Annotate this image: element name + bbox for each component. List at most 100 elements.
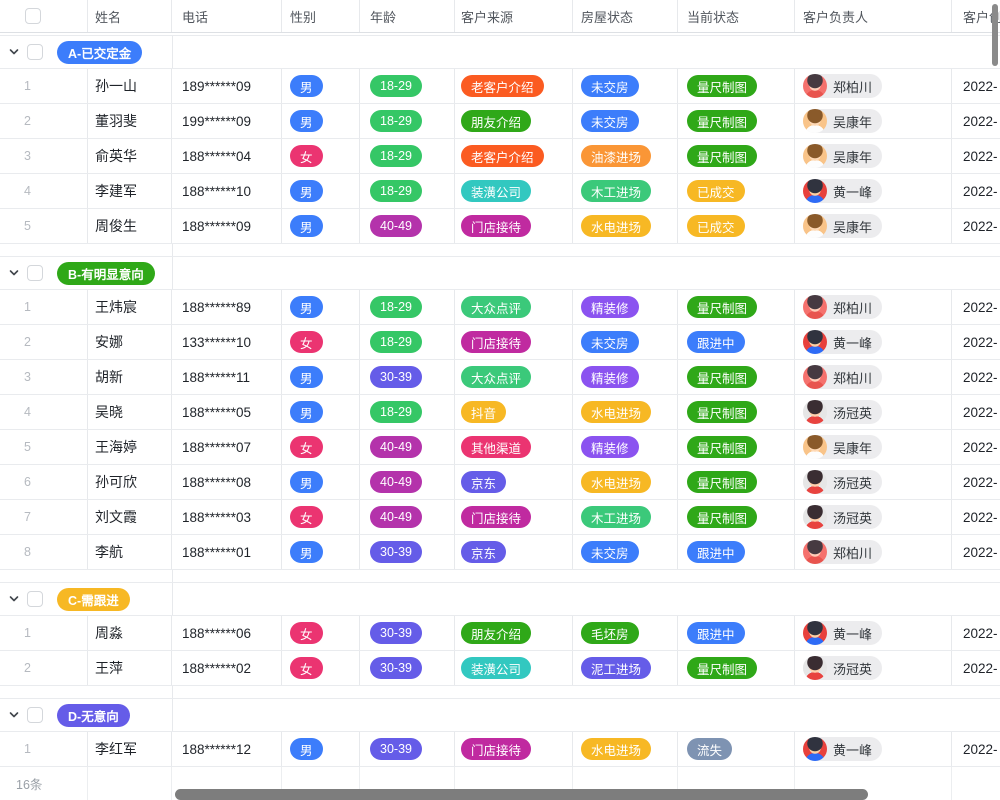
cell-owner[interactable]: 黄一峰 <box>795 325 952 359</box>
cell-house-status[interactable]: 水电进场 <box>573 395 678 429</box>
column-header-current-status[interactable]: 当前状态 <box>678 0 795 32</box>
cell-age[interactable]: 40-49 <box>360 465 455 499</box>
cell-created[interactable]: 2022- <box>963 544 998 560</box>
cell-phone[interactable]: 188******02 <box>172 651 282 685</box>
cell-source[interactable]: 门店接待 <box>455 325 573 359</box>
cell-gender[interactable]: 男 <box>282 395 360 429</box>
cell-owner[interactable]: 吴康年 <box>795 104 952 138</box>
cell-age[interactable]: 18-29 <box>360 395 455 429</box>
cell-phone[interactable]: 188******01 <box>172 535 282 569</box>
cell-owner[interactable]: 黄一峰 <box>795 174 952 208</box>
cell-current-status[interactable]: 流失 <box>678 732 795 766</box>
cell-age[interactable]: 40-49 <box>360 430 455 464</box>
cell-source[interactable]: 装潢公司 <box>455 651 573 685</box>
row-number[interactable]: 4 <box>0 395 88 429</box>
cell-current-status[interactable]: 量尺制图 <box>678 500 795 534</box>
cell-owner[interactable]: 郑柏川 <box>795 69 952 103</box>
cell-gender[interactable]: 男 <box>282 535 360 569</box>
cell-house-status[interactable]: 油漆进场 <box>573 139 678 173</box>
cell-phone[interactable]: 188******03 <box>172 500 282 534</box>
cell-age[interactable]: 30-39 <box>360 651 455 685</box>
cell-owner[interactable]: 汤冠英 <box>795 465 952 499</box>
cell-source[interactable]: 抖音 <box>455 395 573 429</box>
cell-phone[interactable]: 188******89 <box>172 290 282 324</box>
cell-created[interactable]: 2022- <box>963 474 998 490</box>
cell-owner[interactable]: 汤冠英 <box>795 395 952 429</box>
chevron-down-icon[interactable] <box>8 46 20 58</box>
cell-name[interactable]: 王海婷 <box>88 430 172 464</box>
column-header-source[interactable]: 客户来源 <box>455 0 573 32</box>
row-number[interactable]: 3 <box>0 360 88 394</box>
cell-age[interactable]: 30-39 <box>360 732 455 766</box>
cell-current-status[interactable]: 量尺制图 <box>678 104 795 138</box>
cell-source[interactable]: 朋友介绍 <box>455 104 573 138</box>
row-number[interactable]: 3 <box>0 139 88 173</box>
cell-name[interactable]: 周俊生 <box>88 209 172 243</box>
cell-gender[interactable]: 男 <box>282 290 360 324</box>
cell-current-status[interactable]: 量尺制图 <box>678 69 795 103</box>
cell-gender[interactable]: 女 <box>282 651 360 685</box>
row-number[interactable]: 2 <box>0 325 88 359</box>
cell-name[interactable]: 安娜 <box>88 325 172 359</box>
vertical-scrollbar-thumb[interactable] <box>992 4 998 66</box>
column-header-name[interactable]: 姓名 <box>88 0 172 32</box>
cell-owner[interactable]: 郑柏川 <box>795 360 952 394</box>
cell-phone[interactable]: 188******07 <box>172 430 282 464</box>
cell-current-status[interactable]: 量尺制图 <box>678 360 795 394</box>
column-header-house-status[interactable]: 房屋状态 <box>573 0 678 32</box>
cell-source[interactable]: 老客户介绍 <box>455 139 573 173</box>
cell-source[interactable]: 老客户介绍 <box>455 69 573 103</box>
cell-name[interactable]: 王炜宸 <box>88 290 172 324</box>
cell-created[interactable]: 2022- <box>963 741 998 757</box>
cell-owner[interactable]: 吴康年 <box>795 209 952 243</box>
cell-house-status[interactable]: 未交房 <box>573 69 678 103</box>
cell-source[interactable]: 门店接待 <box>455 500 573 534</box>
cell-created[interactable]: 2022- <box>963 78 998 94</box>
cell-current-status[interactable]: 量尺制图 <box>678 139 795 173</box>
cell-house-status[interactable]: 木工进场 <box>573 174 678 208</box>
cell-house-status[interactable]: 精装修 <box>573 430 678 464</box>
cell-source[interactable]: 京东 <box>455 535 573 569</box>
cell-name[interactable]: 周淼 <box>88 616 172 650</box>
cell-created[interactable]: 2022- <box>963 183 998 199</box>
cell-phone[interactable]: 188******08 <box>172 465 282 499</box>
cell-current-status[interactable]: 量尺制图 <box>678 651 795 685</box>
row-number[interactable]: 5 <box>0 430 88 464</box>
row-number[interactable]: 8 <box>0 535 88 569</box>
cell-age[interactable]: 30-39 <box>360 535 455 569</box>
row-number[interactable]: 1 <box>0 616 88 650</box>
cell-source[interactable]: 其他渠道 <box>455 430 573 464</box>
cell-source[interactable]: 门店接待 <box>455 209 573 243</box>
cell-current-status[interactable]: 量尺制图 <box>678 395 795 429</box>
group-checkbox[interactable] <box>27 44 43 60</box>
row-number[interactable]: 1 <box>0 69 88 103</box>
cell-created[interactable]: 2022- <box>963 404 998 420</box>
cell-name[interactable]: 吴晓 <box>88 395 172 429</box>
cell-gender[interactable]: 女 <box>282 139 360 173</box>
row-number[interactable]: 1 <box>0 290 88 324</box>
cell-house-status[interactable]: 水电进场 <box>573 209 678 243</box>
cell-created[interactable]: 2022- <box>963 439 998 455</box>
cell-source[interactable]: 门店接待 <box>455 732 573 766</box>
row-number[interactable]: 4 <box>0 174 88 208</box>
cell-current-status[interactable]: 已成交 <box>678 174 795 208</box>
cell-created[interactable]: 2022- <box>963 148 998 164</box>
column-header-created[interactable]: 客户创建时间 <box>963 9 1000 25</box>
horizontal-scrollbar-thumb[interactable] <box>175 789 868 800</box>
cell-owner[interactable]: 黄一峰 <box>795 616 952 650</box>
cell-house-status[interactable]: 毛坯房 <box>573 616 678 650</box>
chevron-down-icon[interactable] <box>8 267 20 279</box>
cell-owner[interactable]: 黄一峰 <box>795 732 952 766</box>
cell-name[interactable]: 孙一山 <box>88 69 172 103</box>
cell-name[interactable]: 李红军 <box>88 732 172 766</box>
cell-phone[interactable]: 199******09 <box>172 104 282 138</box>
cell-gender[interactable]: 女 <box>282 616 360 650</box>
cell-source[interactable]: 朋友介绍 <box>455 616 573 650</box>
cell-name[interactable]: 李航 <box>88 535 172 569</box>
cell-age[interactable]: 18-29 <box>360 325 455 359</box>
cell-phone[interactable]: 188******04 <box>172 139 282 173</box>
cell-current-status[interactable]: 量尺制图 <box>678 290 795 324</box>
cell-phone[interactable]: 188******12 <box>172 732 282 766</box>
cell-created[interactable]: 2022- <box>963 660 998 676</box>
cell-current-status[interactable]: 已成交 <box>678 209 795 243</box>
